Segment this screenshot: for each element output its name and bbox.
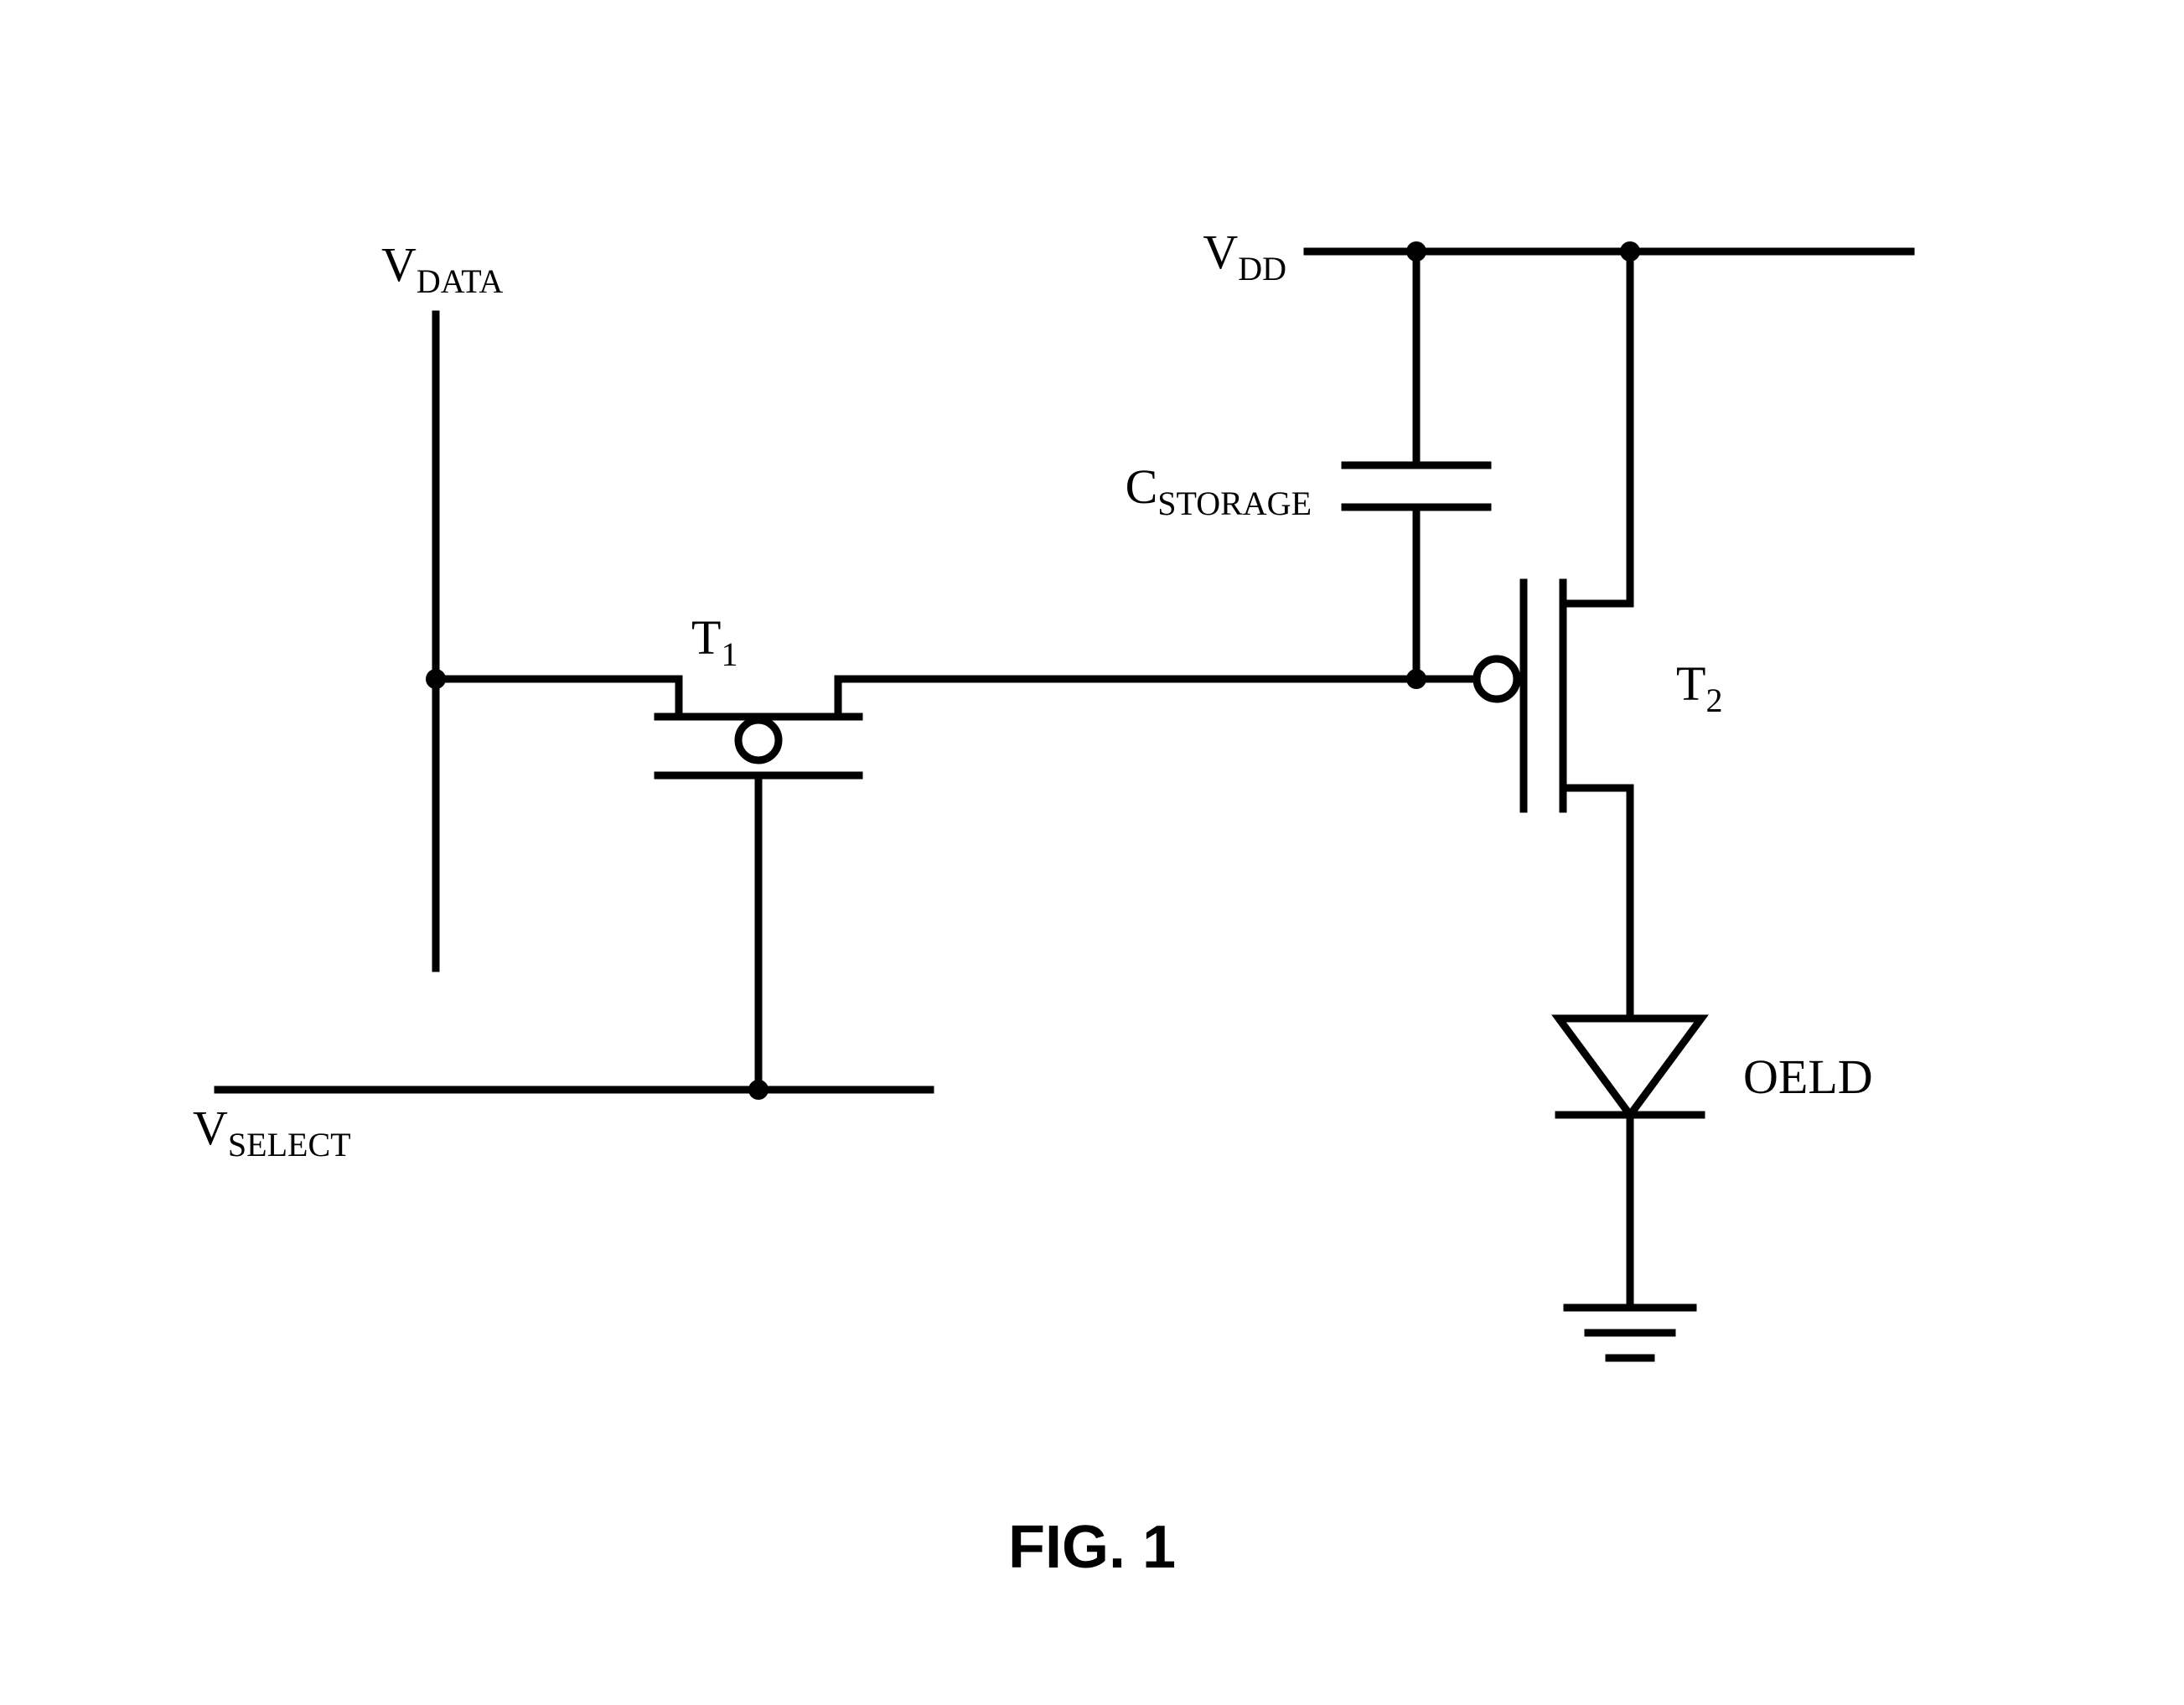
label-oeld: OELD [1743,1049,1873,1104]
circuit-schematic: VDATAT1VSELECTVDDCSTORAGET2OELDFIG. 1 [0,0,2184,1705]
figure-caption: FIG. 1 [1008,1514,1176,1581]
